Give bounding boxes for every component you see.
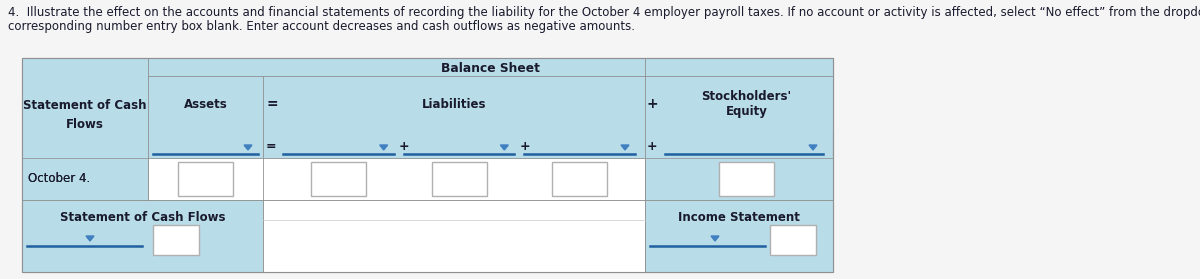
Polygon shape	[809, 145, 817, 150]
FancyBboxPatch shape	[660, 76, 833, 132]
Polygon shape	[710, 236, 719, 241]
FancyBboxPatch shape	[178, 162, 233, 196]
Text: Statement of Cash
Flows: Statement of Cash Flows	[23, 99, 146, 131]
Text: =: =	[266, 140, 277, 153]
Text: +: +	[520, 140, 530, 153]
Text: =: =	[266, 97, 277, 111]
FancyBboxPatch shape	[22, 58, 148, 200]
FancyBboxPatch shape	[278, 76, 630, 132]
FancyBboxPatch shape	[22, 200, 263, 272]
Text: Liabilities: Liabilities	[421, 97, 486, 110]
FancyBboxPatch shape	[148, 58, 833, 76]
Polygon shape	[500, 145, 509, 150]
FancyBboxPatch shape	[263, 200, 646, 272]
FancyBboxPatch shape	[646, 200, 833, 272]
Text: +: +	[398, 140, 409, 153]
FancyBboxPatch shape	[719, 162, 774, 196]
Text: +: +	[647, 140, 658, 153]
FancyBboxPatch shape	[22, 158, 833, 200]
Text: Stockholders'
Equity: Stockholders' Equity	[702, 90, 792, 118]
FancyBboxPatch shape	[646, 158, 833, 200]
Polygon shape	[86, 236, 94, 241]
FancyBboxPatch shape	[22, 58, 833, 272]
Text: Assets: Assets	[184, 97, 227, 110]
Text: 4.  Illustrate the effect on the accounts and financial statements of recording : 4. Illustrate the effect on the accounts…	[8, 6, 1200, 19]
Text: Income Statement: Income Statement	[678, 211, 800, 224]
Text: corresponding number entry box blank. Enter account decreases and cash outflows : corresponding number entry box blank. En…	[8, 20, 635, 33]
FancyBboxPatch shape	[154, 225, 199, 255]
FancyBboxPatch shape	[22, 158, 148, 200]
Text: October 4.: October 4.	[28, 172, 90, 186]
Polygon shape	[622, 145, 629, 150]
FancyBboxPatch shape	[552, 162, 607, 196]
FancyBboxPatch shape	[770, 225, 816, 255]
Text: October 4.: October 4.	[28, 172, 90, 186]
FancyBboxPatch shape	[311, 162, 366, 196]
FancyBboxPatch shape	[148, 76, 263, 132]
Text: Statement of Cash Flows: Statement of Cash Flows	[60, 211, 226, 224]
Text: +: +	[647, 97, 659, 111]
FancyBboxPatch shape	[432, 162, 486, 196]
FancyBboxPatch shape	[719, 162, 774, 196]
Polygon shape	[244, 145, 252, 150]
Polygon shape	[379, 145, 388, 150]
Text: Balance Sheet: Balance Sheet	[442, 61, 540, 74]
